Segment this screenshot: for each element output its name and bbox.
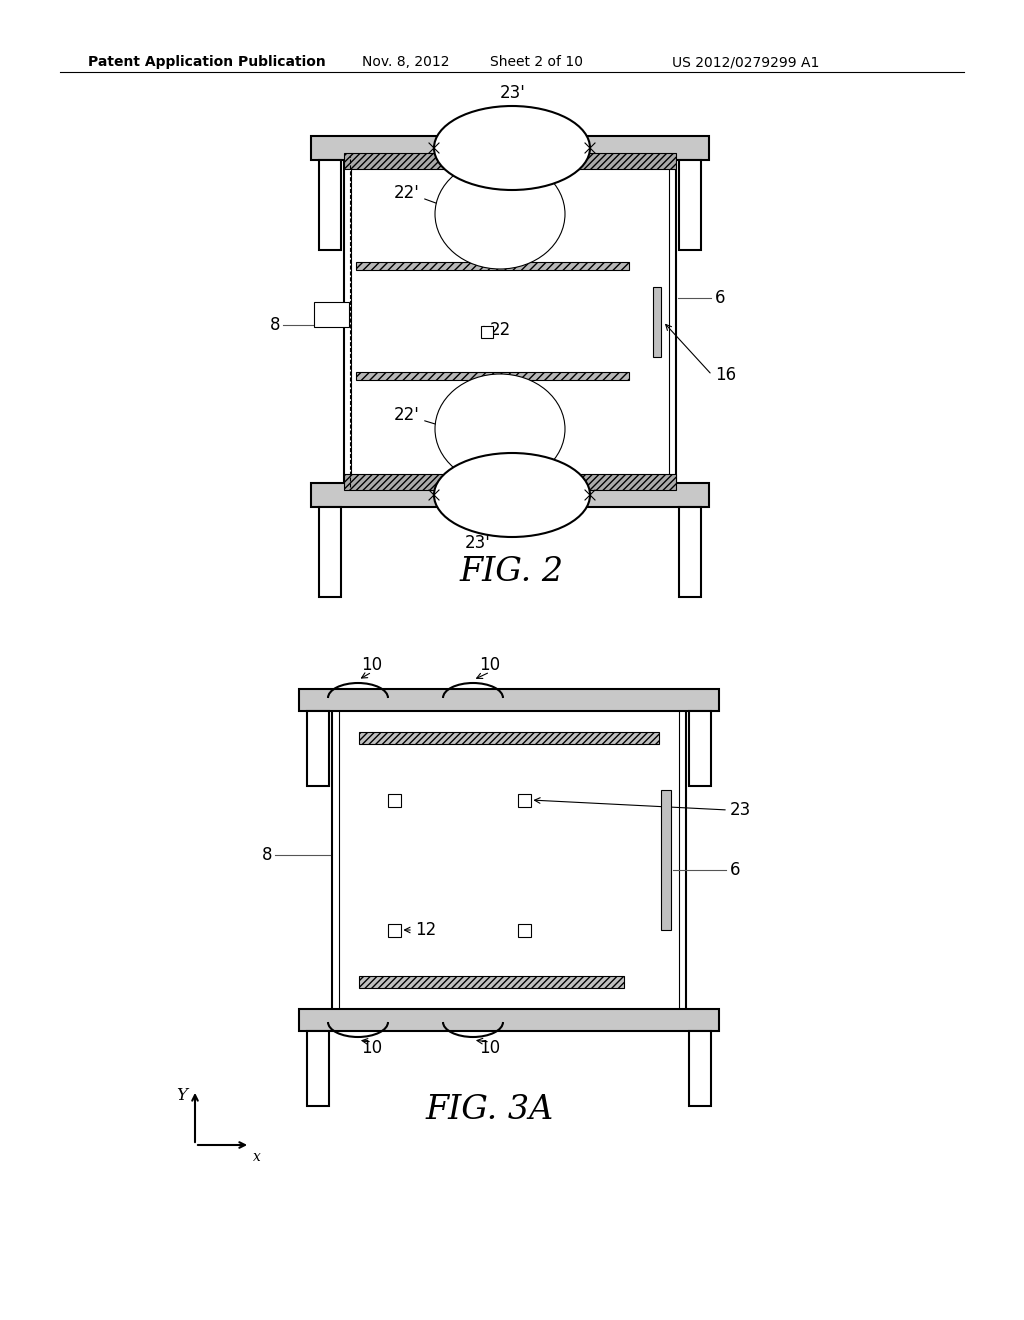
- Bar: [359, 975, 624, 987]
- Bar: [662, 789, 671, 931]
- Text: 6: 6: [715, 289, 725, 308]
- Bar: [307, 1031, 329, 1106]
- Text: Y: Y: [176, 1086, 187, 1104]
- Ellipse shape: [434, 106, 590, 190]
- Bar: [689, 711, 711, 785]
- Text: 16: 16: [715, 366, 736, 384]
- Text: 10: 10: [479, 656, 501, 675]
- Text: 12: 12: [415, 921, 436, 939]
- Text: 23': 23': [465, 535, 490, 552]
- Bar: [689, 1031, 711, 1106]
- Text: FIG. 3A: FIG. 3A: [426, 1094, 554, 1126]
- Text: 22: 22: [490, 321, 511, 339]
- Bar: [679, 507, 701, 597]
- Bar: [344, 474, 676, 490]
- Bar: [299, 689, 719, 711]
- Text: US 2012/0279299 A1: US 2012/0279299 A1: [672, 55, 819, 69]
- Bar: [359, 733, 659, 744]
- Text: 10: 10: [361, 1039, 383, 1057]
- Text: 23: 23: [730, 801, 752, 818]
- Bar: [299, 1008, 719, 1031]
- Text: 8: 8: [269, 315, 280, 334]
- Text: Sheet 2 of 10: Sheet 2 of 10: [490, 55, 583, 69]
- Bar: [679, 160, 701, 249]
- Bar: [314, 301, 349, 326]
- Text: 6: 6: [730, 861, 740, 879]
- Bar: [356, 371, 629, 380]
- Bar: [387, 793, 400, 807]
- Text: 8: 8: [261, 846, 272, 865]
- Bar: [311, 483, 709, 507]
- Ellipse shape: [435, 374, 565, 484]
- Bar: [319, 507, 341, 597]
- Text: 22': 22': [394, 407, 420, 424]
- Bar: [344, 153, 676, 169]
- Bar: [356, 261, 629, 269]
- Ellipse shape: [435, 158, 565, 269]
- Bar: [332, 704, 686, 1016]
- Text: x: x: [253, 1150, 261, 1164]
- Bar: [387, 924, 400, 936]
- Bar: [339, 710, 679, 1010]
- Text: 10: 10: [479, 1039, 501, 1057]
- Bar: [319, 160, 341, 249]
- Bar: [653, 286, 662, 356]
- Bar: [480, 326, 493, 338]
- Bar: [344, 150, 676, 492]
- Text: 22': 22': [394, 183, 420, 202]
- Text: FIG. 2: FIG. 2: [460, 556, 564, 587]
- Bar: [517, 793, 530, 807]
- Bar: [517, 924, 530, 936]
- Text: 23': 23': [500, 84, 526, 102]
- Text: Patent Application Publication: Patent Application Publication: [88, 55, 326, 69]
- Bar: [311, 136, 709, 160]
- Ellipse shape: [434, 453, 590, 537]
- Text: 10: 10: [361, 656, 383, 675]
- Text: Nov. 8, 2012: Nov. 8, 2012: [362, 55, 450, 69]
- Bar: [351, 158, 669, 484]
- Bar: [307, 711, 329, 785]
